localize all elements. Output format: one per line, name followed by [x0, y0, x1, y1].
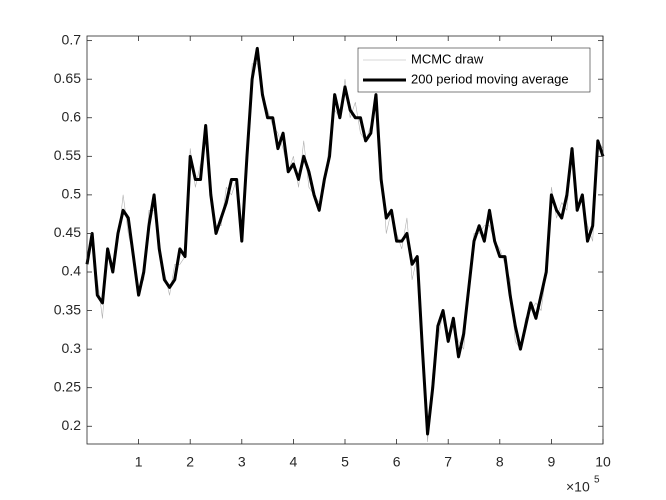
y-tick-label: 0.6 — [62, 108, 82, 124]
x-exponent-base: ×10 — [566, 479, 590, 495]
y-tick-label: 0.35 — [54, 301, 81, 317]
x-tick-label: 1 — [135, 454, 143, 470]
y-tick-label: 0.3 — [62, 340, 82, 356]
x-exponent-power: 5 — [594, 475, 600, 486]
x-tick-label: 4 — [290, 454, 298, 470]
plot-area: 0.2 0.25 0.3 0.35 0.4 0.45 0.5 0.55 0.6 0.65 0.7 1 2… — [54, 31, 611, 469]
legend: MCMC draw 200 period moving average — [357, 47, 591, 93]
y-tick-label: 0.2 — [62, 417, 82, 433]
legend-label: 200 period moving average — [411, 71, 569, 86]
y-tick-label: 0.4 — [62, 263, 82, 279]
y-tick-label: 0.5 — [62, 186, 82, 202]
x-tick-label: 6 — [393, 454, 401, 470]
legend-box — [357, 47, 591, 93]
x-tick-label: 7 — [444, 454, 452, 470]
y-tick-label: 0.45 — [54, 224, 81, 240]
x-tick-label: 9 — [548, 454, 556, 470]
x-tick-label: 3 — [238, 454, 246, 470]
y-tick-label: 0.65 — [54, 70, 81, 86]
y-tick-label: 0.7 — [62, 31, 82, 47]
x-tick-label: 2 — [186, 454, 194, 470]
y-tick-label: 0.25 — [54, 378, 81, 394]
y-tick-label: 0.55 — [54, 147, 81, 163]
series-line — [86, 63, 604, 442]
x-tick-label: 10 — [595, 454, 611, 470]
legend-label: MCMC draw — [411, 51, 484, 66]
x-tick-label: 8 — [496, 454, 504, 470]
series-line — [85, 46, 605, 436]
x-tick-label: 5 — [341, 454, 349, 470]
